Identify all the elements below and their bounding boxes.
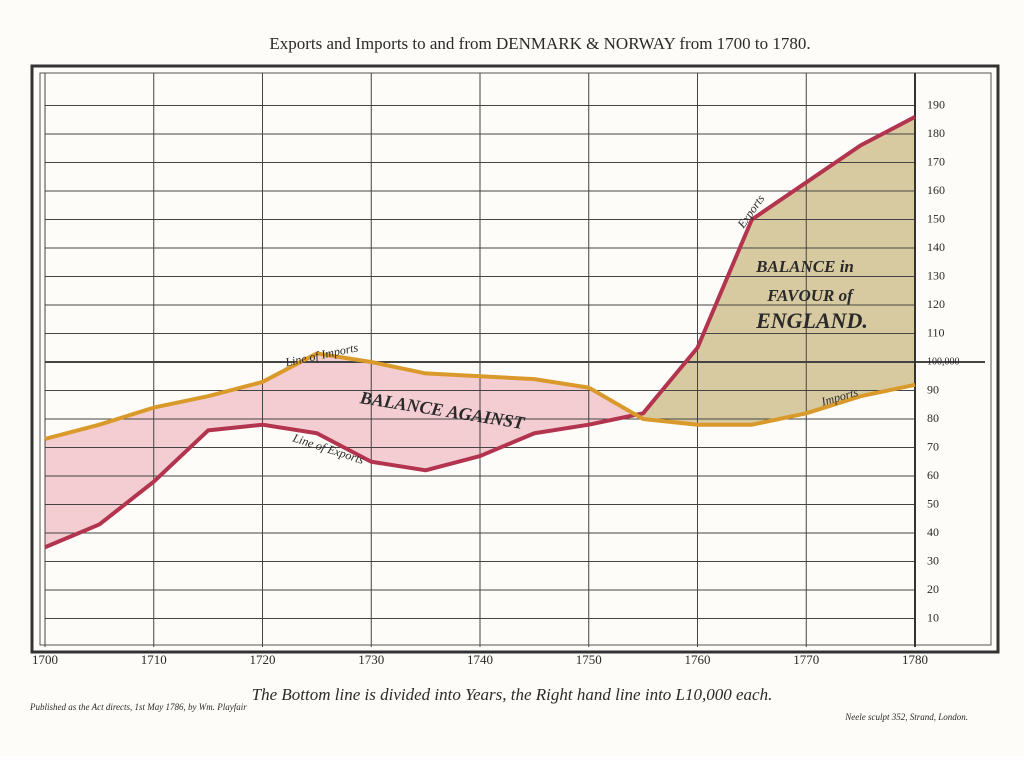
chart-title: Exports and Imports to and from DENMARK … (269, 34, 810, 53)
balance-area (806, 144, 861, 414)
x-tick-label: 1730 (358, 652, 384, 667)
balance-area (860, 116, 916, 397)
note: The Bottom line is divided into Years, t… (252, 685, 773, 704)
y-tick-label: 30 (927, 553, 939, 567)
x-tick-label: 1770 (793, 652, 819, 667)
y-tick-label: 190 (927, 97, 945, 111)
x-tick-label: 1760 (685, 652, 711, 667)
annotation: FAVOUR of (766, 286, 855, 305)
y-tick-label: 40 (927, 525, 939, 539)
y-tick-label: 180 (927, 126, 945, 140)
y-tick-label: 90 (927, 382, 939, 396)
inner-frame (39, 72, 992, 646)
y-tick-label: 140 (927, 240, 945, 254)
y-tick-label: 170 (927, 154, 945, 168)
x-tick-label: 1780 (902, 652, 928, 667)
y-tick-label: 20 (927, 582, 939, 596)
outer-frame (30, 64, 1000, 654)
series-line (44, 351, 916, 441)
y-tick-label: 110 (927, 325, 945, 339)
y-tick-label: 80 (927, 411, 939, 425)
credit-right: Neele sculpt 352, Strand, London. (844, 712, 968, 722)
y-tick-label: 60 (927, 468, 939, 482)
y-tick-label: 120 (927, 297, 945, 311)
annotation: ENGLAND. (755, 308, 868, 333)
x-tick-label: 1700 (32, 652, 58, 667)
x-tick-label: 1740 (467, 652, 493, 667)
y-tick-label: 50 (927, 496, 939, 510)
y-tick-label: 160 (927, 183, 945, 197)
x-tick-label: 1710 (141, 652, 167, 667)
series-line (44, 115, 916, 550)
annotation: BALANCE in (755, 257, 854, 276)
y-tick-label: 130 (927, 268, 945, 282)
y-tick-label: 70 (927, 439, 939, 453)
credit-left: Published as the Act directs, 1st May 17… (29, 702, 247, 712)
y-tick-label: 100,000 (927, 356, 960, 367)
x-tick-label: 1750 (576, 652, 602, 667)
y-tick-label: 10 (927, 610, 939, 624)
y-tick-label: 150 (927, 211, 945, 225)
x-tick-label: 1720 (250, 652, 276, 667)
